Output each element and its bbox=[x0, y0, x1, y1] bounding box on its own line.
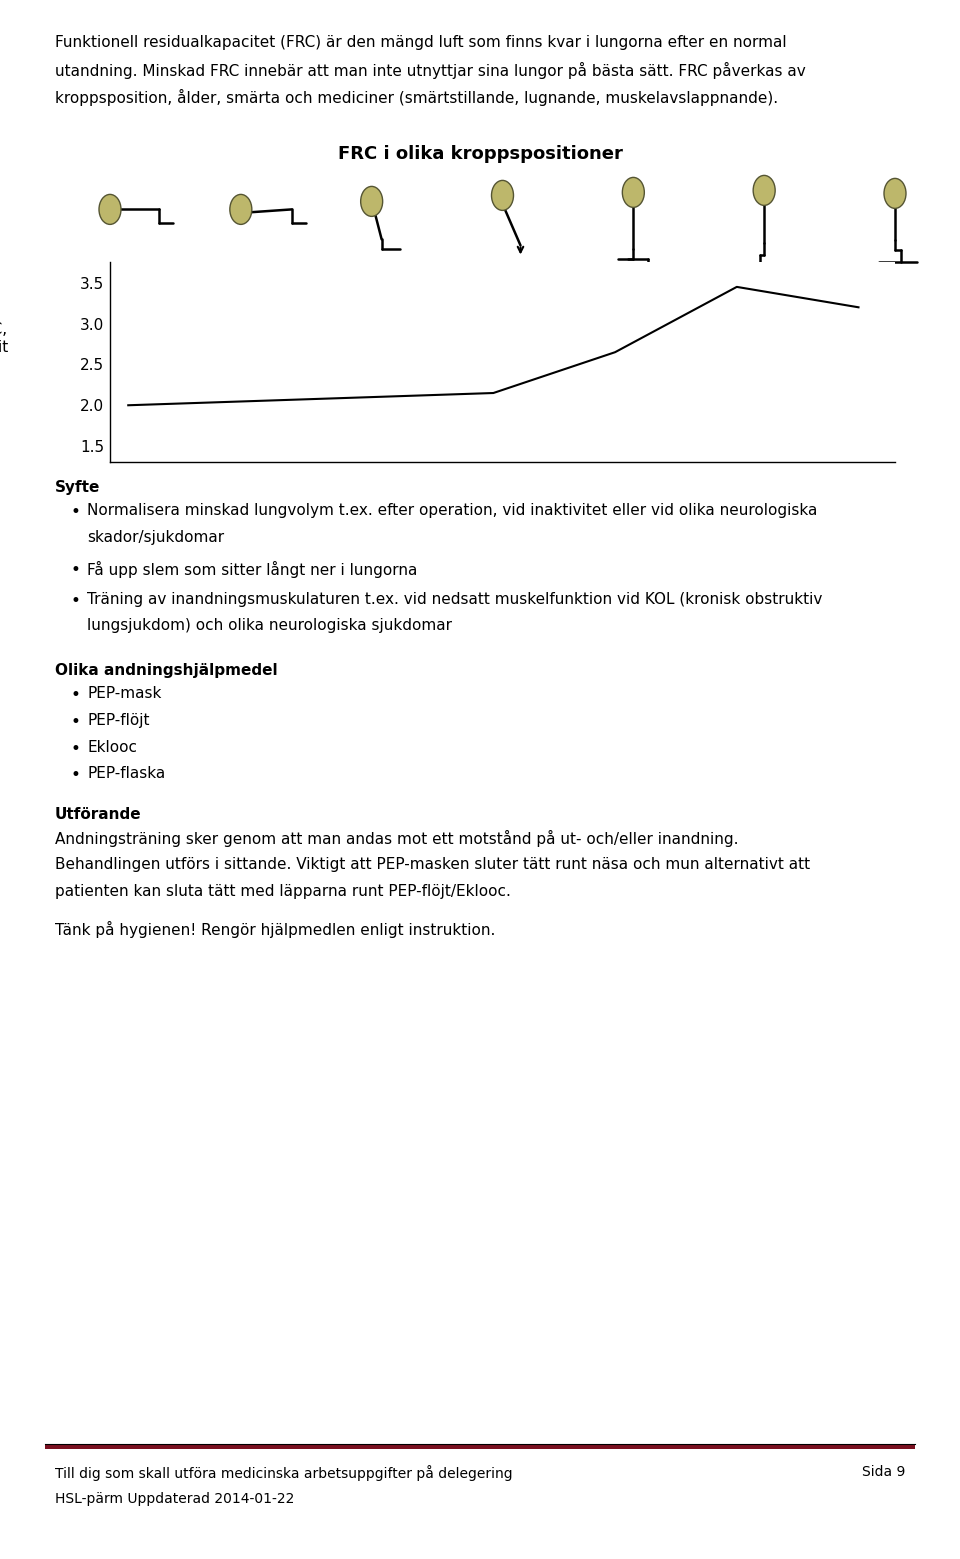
Text: Behandlingen utförs i sittande. Viktigt att PEP-masken sluter tätt runt näsa och: Behandlingen utförs i sittande. Viktigt … bbox=[55, 857, 810, 871]
Ellipse shape bbox=[229, 195, 252, 224]
Text: Eklooc: Eklooc bbox=[87, 739, 137, 755]
Bar bbox=[45, 1444, 915, 1448]
Text: Tänk på hygienen! Rengör hjälpmedlen enligt instruktion.: Tänk på hygienen! Rengör hjälpmedlen enl… bbox=[55, 921, 495, 939]
Text: Sida 9: Sida 9 bbox=[862, 1465, 905, 1479]
Text: Syfte: Syfte bbox=[55, 480, 101, 496]
Ellipse shape bbox=[492, 181, 514, 210]
Text: •: • bbox=[70, 504, 80, 521]
Text: patienten kan sluta tätt med läpparna runt PEP-flöjt/Eklooc.: patienten kan sluta tätt med läpparna ru… bbox=[55, 884, 511, 898]
Text: Träning av inandningsmuskulaturen t.ex. vid nedsatt muskelfunktion vid KOL (kron: Träning av inandningsmuskulaturen t.ex. … bbox=[87, 591, 823, 606]
Text: •: • bbox=[70, 739, 80, 758]
Text: Få upp slem som sitter långt ner i lungorna: Få upp slem som sitter långt ner i lungo… bbox=[87, 561, 418, 578]
Text: •: • bbox=[70, 561, 80, 578]
Text: FRC i olika kroppspositioner: FRC i olika kroppspositioner bbox=[338, 145, 622, 164]
Text: FRC,
  lit: FRC, lit bbox=[0, 323, 8, 354]
Text: lungsjukdom) och olika neurologiska sjukdomar: lungsjukdom) och olika neurologiska sjuk… bbox=[87, 619, 452, 633]
Text: kroppsposition, ålder, smärta och mediciner (smärtstillande, lugnande, muskelavs: kroppsposition, ålder, smärta och medici… bbox=[55, 89, 779, 106]
Ellipse shape bbox=[361, 187, 383, 217]
Text: Funktionell residualkapacitet (FRC) är den mängd luft som finns kvar i lungorna : Funktionell residualkapacitet (FRC) är d… bbox=[55, 34, 786, 50]
Text: PEP-flöjt: PEP-flöjt bbox=[87, 712, 150, 728]
Text: Normalisera minskad lungvolym t.ex. efter operation, vid inaktivitet eller vid o: Normalisera minskad lungvolym t.ex. efte… bbox=[87, 504, 817, 518]
Text: Utförande: Utförande bbox=[55, 808, 142, 822]
Ellipse shape bbox=[754, 176, 775, 206]
Text: PEP-flaska: PEP-flaska bbox=[87, 767, 165, 781]
Text: PEP-mask: PEP-mask bbox=[87, 686, 161, 702]
Ellipse shape bbox=[99, 195, 121, 224]
Text: skador/sjukdomar: skador/sjukdomar bbox=[87, 530, 224, 546]
Text: Olika andningshjälpmedel: Olika andningshjälpmedel bbox=[55, 663, 277, 678]
Text: •: • bbox=[70, 767, 80, 784]
Text: Till dig som skall utföra medicinska arbetsuppgifter på delegering: Till dig som skall utföra medicinska arb… bbox=[55, 1465, 513, 1481]
Ellipse shape bbox=[884, 178, 906, 209]
Text: utandning. Minskad FRC innebär att man inte utnyttjar sina lungor på bästa sätt.: utandning. Minskad FRC innebär att man i… bbox=[55, 62, 805, 80]
Text: •: • bbox=[70, 686, 80, 705]
Text: Andningsträning sker genom att man andas mot ett motstånd på ut- och/eller inand: Andningsträning sker genom att man andas… bbox=[55, 829, 738, 847]
Text: HSL-pärm Uppdaterad 2014-01-22: HSL-pärm Uppdaterad 2014-01-22 bbox=[55, 1492, 295, 1506]
Ellipse shape bbox=[622, 178, 644, 207]
Text: •: • bbox=[70, 712, 80, 731]
Text: •: • bbox=[70, 591, 80, 610]
